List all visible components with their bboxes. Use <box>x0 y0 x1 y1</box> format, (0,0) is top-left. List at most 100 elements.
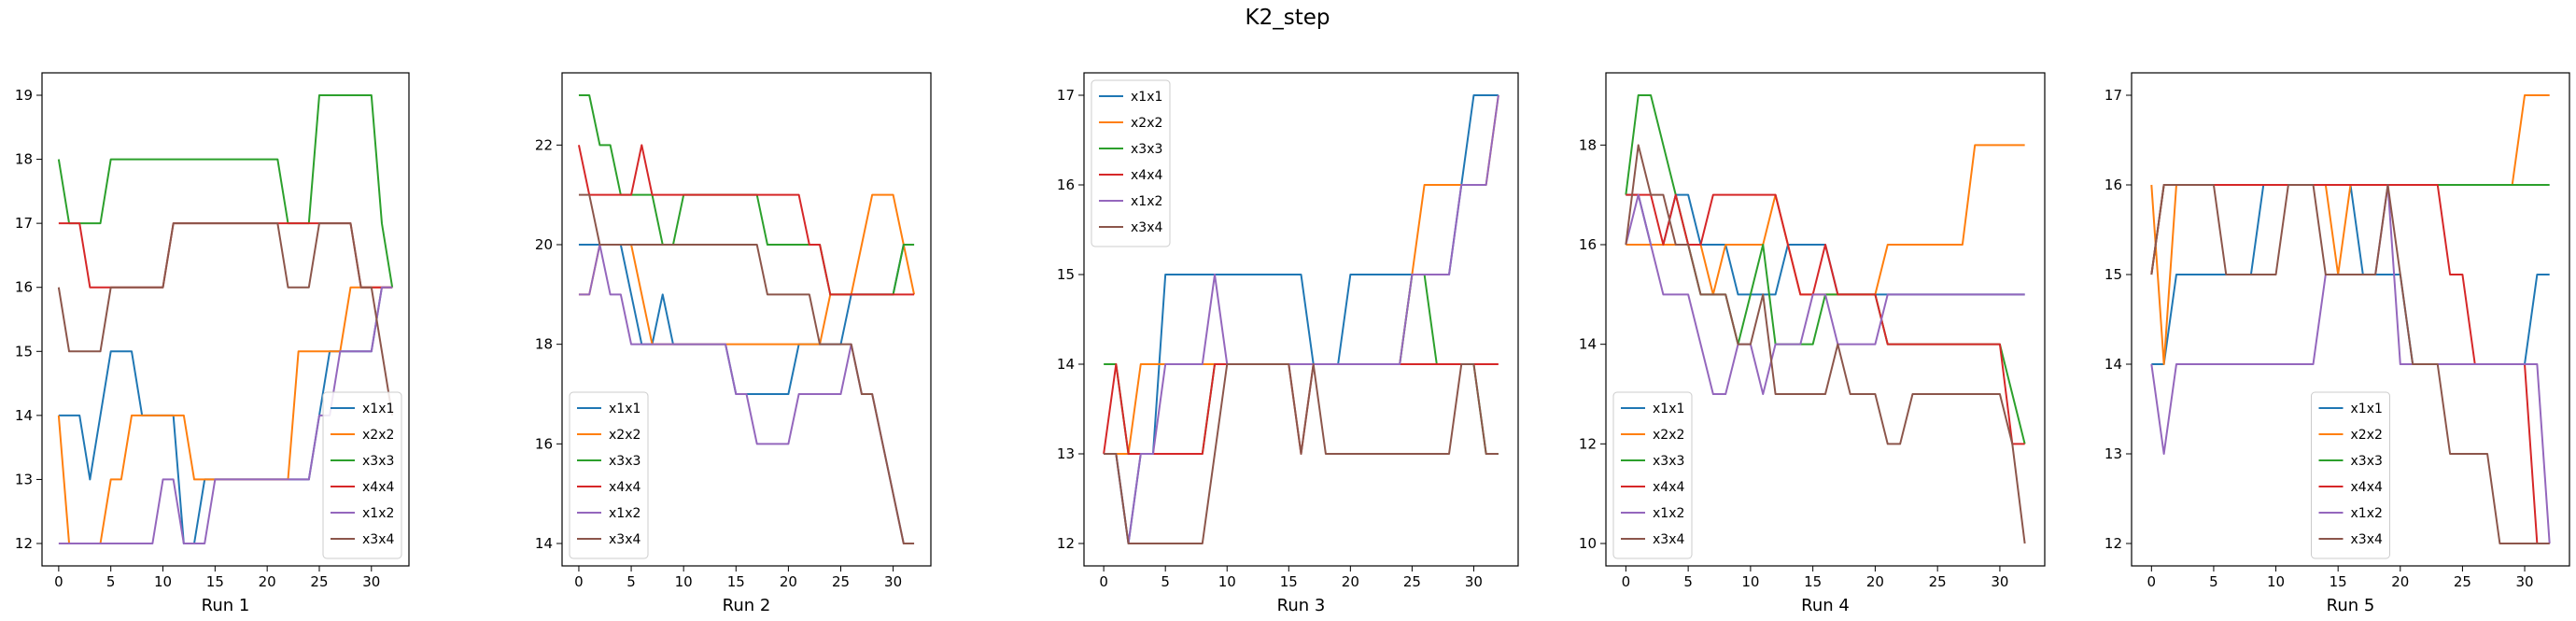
legend-label-x1x2: x1x2 <box>609 506 640 521</box>
series-line-x1x2 <box>58 286 393 544</box>
series-line-x2x2 <box>2150 94 2550 365</box>
legend-label-x4x4: x4x4 <box>609 480 640 495</box>
y-tick-label: 17 <box>1057 87 1075 104</box>
y-tick-label: 13 <box>1057 445 1075 462</box>
series-line-x3x4 <box>1104 363 1499 544</box>
legend: x1x1 x2x2 x3x3 x4x4 x1x2 x3x4 <box>2311 391 2390 559</box>
y-tick-label: 19 <box>15 87 33 104</box>
series-line-x3x4 <box>578 193 915 544</box>
plot-area <box>1625 94 2026 544</box>
y-tick-label: 20 <box>535 236 553 253</box>
x-tick-label: 10 <box>1218 573 1236 590</box>
subplot-run-3: 0 5 10 15 20 25 30 12 13 14 15 16 17 Run 3 x1x1 x2x2 x3x… <box>1057 72 1519 615</box>
series-line-x4x4 <box>1626 193 2025 445</box>
legend-label-x3x4: x3x4 <box>609 532 640 547</box>
x-tick-label: 20 <box>1866 573 1884 590</box>
x-tick-label: 20 <box>780 573 797 590</box>
x-tick-label: 0 <box>1622 573 1631 590</box>
series-line-x1x2 <box>1625 193 2025 395</box>
x-tick-label: 0 <box>54 573 63 590</box>
x-tick-label: 5 <box>106 573 116 590</box>
legend-label-x3x3: x3x3 <box>2351 454 2383 469</box>
x-tick-label: 10 <box>2267 573 2285 590</box>
y-tick-label: 14 <box>535 535 553 552</box>
series-line-x1x1 <box>578 244 915 395</box>
legend-label-x3x3: x3x3 <box>1131 142 1162 157</box>
legend-label-x3x3: x3x3 <box>609 454 640 469</box>
plot-area <box>2150 94 2551 544</box>
y-tick-label: 14 <box>1057 356 1075 373</box>
x-axis-label: Run 4 <box>1801 596 1850 615</box>
y-tick-label: 12 <box>1579 435 1597 452</box>
x-tick-label: 5 <box>1161 573 1170 590</box>
x-tick-label: 30 <box>362 573 380 590</box>
x-axis-label: Run 1 <box>202 596 250 615</box>
x-tick-label: 5 <box>626 573 636 590</box>
legend-label-x1x1: x1x1 <box>2351 402 2383 416</box>
x-axis-label: Run 2 <box>723 596 771 615</box>
legend-label-x4x4: x4x4 <box>1653 480 1684 495</box>
legend-label-x1x2: x1x2 <box>2351 506 2383 521</box>
x-tick-label: 25 <box>832 573 850 590</box>
y-tick-label: 15 <box>2104 266 2122 283</box>
y-tick-label: 12 <box>2104 535 2122 552</box>
x-tick-label: 0 <box>2147 573 2157 590</box>
y-tick-label: 16 <box>15 279 33 296</box>
y-tick-label: 22 <box>535 136 553 153</box>
series-line-x1x2 <box>1104 94 1499 544</box>
legend-label-x3x4: x3x4 <box>362 532 394 547</box>
legend-label-x1x1: x1x1 <box>362 402 394 416</box>
y-tick-label: 14 <box>1579 336 1597 353</box>
legend-label-x2x2: x2x2 <box>609 428 640 443</box>
x-tick-label: 20 <box>2391 573 2409 590</box>
x-tick-label: 20 <box>1342 573 1359 590</box>
figure-title: K2_step <box>1246 6 1330 30</box>
axes-frame <box>561 72 932 567</box>
y-tick-label: 17 <box>15 215 33 232</box>
x-tick-label: 0 <box>574 573 584 590</box>
y-tick-label: 18 <box>15 151 33 168</box>
x-tick-label: 20 <box>259 573 276 590</box>
y-tick-label: 18 <box>1579 136 1597 153</box>
legend: x1x1 x2x2 x3x3 x4x4 x1x2 x3x4 <box>322 391 402 559</box>
x-tick-label: 5 <box>2209 573 2218 590</box>
legend: x1x1 x2x2 x3x3 x4x4 x1x2 x3x4 <box>1091 79 1171 247</box>
series-line-x3x4 <box>1625 144 2026 544</box>
x-tick-label: 15 <box>727 573 745 590</box>
axes-frame <box>2131 72 2570 567</box>
y-tick-label: 16 <box>1057 176 1075 193</box>
legend-label-x1x2: x1x2 <box>1653 506 1684 521</box>
plot-area <box>1103 94 1499 544</box>
y-tick-label: 12 <box>15 535 33 552</box>
axes-frame <box>41 72 410 567</box>
x-tick-label: 30 <box>1991 573 2008 590</box>
y-tick-label: 16 <box>535 435 553 452</box>
legend-label-x1x1: x1x1 <box>1131 90 1162 105</box>
x-tick-label: 25 <box>1929 573 1947 590</box>
series-line-x3x3 <box>2150 184 2550 275</box>
series-line-x3x4 <box>2150 184 2550 544</box>
legend: x1x1 x2x2 x3x3 x4x4 x1x2 x3x4 <box>1612 391 1693 559</box>
legend-label-x1x1: x1x1 <box>609 402 640 416</box>
x-axis-label: Run 5 <box>2327 596 2375 615</box>
legend-label-x3x3: x3x3 <box>1653 454 1684 469</box>
legend-label-x4x4: x4x4 <box>1131 168 1162 183</box>
series-line-x2x2 <box>578 193 916 346</box>
legend-label-x2x2: x2x2 <box>362 428 394 443</box>
x-tick-label: 15 <box>1280 573 1298 590</box>
legend-label-x4x4: x4x4 <box>362 480 394 495</box>
subplot-run-5: 0 5 10 15 20 25 30 12 13 14 15 16 17 Run 5 x1x1 x2x2 x3x… <box>2104 72 2570 615</box>
legend-label-x3x3: x3x3 <box>362 454 394 469</box>
x-tick-label: 10 <box>1741 573 1759 590</box>
x-tick-label: 25 <box>1403 573 1421 590</box>
legend-label-x2x2: x2x2 <box>2351 428 2383 443</box>
subplot-run-1: 0 5 10 15 20 25 30 12 13 14 15 16 17 18 19 Run 1 x1x1 x2x… <box>15 72 410 615</box>
legend-label-x2x2: x2x2 <box>1653 428 1684 443</box>
y-tick-label: 12 <box>1057 535 1075 552</box>
y-tick-label: 15 <box>1057 266 1075 283</box>
x-tick-label: 30 <box>884 573 902 590</box>
y-tick-label: 16 <box>2104 176 2122 193</box>
x-tick-label: 25 <box>2454 573 2471 590</box>
x-tick-label: 10 <box>154 573 172 590</box>
